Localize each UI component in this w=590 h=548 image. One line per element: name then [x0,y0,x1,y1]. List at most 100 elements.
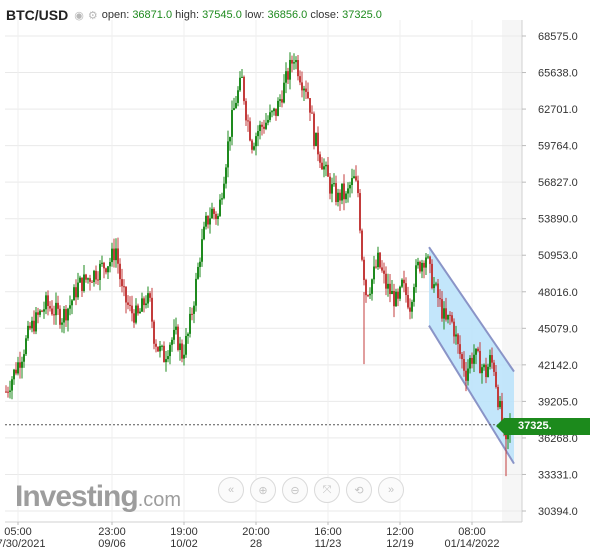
candle-body [365,279,367,296]
y-axis: 68575.0 65638.0 62701.0 59764.0 56827.0 53890… [522,31,578,518]
channel-upper-line [428,246,515,373]
candle-body [191,313,193,315]
zoom-out-icon[interactable]: ⊖ [282,477,308,503]
candle-body [443,308,445,319]
channel-lower-line [428,325,515,465]
candle [177,324,179,352]
candle-body [237,90,239,103]
candle-body [253,146,255,150]
candle [283,74,285,104]
candle-body [165,359,167,363]
candle [77,272,79,300]
candle [53,305,55,325]
candle [457,332,459,354]
candle [323,158,325,178]
candle [407,286,409,310]
candle [125,286,127,314]
candle [159,340,161,358]
candle-body [329,176,331,194]
candle [43,301,45,319]
candle [381,260,383,273]
candle [175,317,177,335]
candle-body [357,180,359,194]
candle [115,238,117,268]
candle [223,176,225,200]
candle-body [395,291,397,307]
candle-body [345,193,347,200]
candle-body [277,100,279,116]
candle [473,344,475,373]
candle [259,120,261,140]
candle [229,136,231,151]
candle [311,105,313,114]
candle-body [119,263,121,280]
candle-body [307,91,309,99]
candle-body [475,348,477,355]
candle [111,242,113,267]
candle-body [189,313,191,334]
candle [397,288,399,307]
candle [227,130,229,178]
candle-body [449,314,451,316]
candle-body [481,367,483,374]
candle [317,126,319,162]
candle-body [461,354,463,360]
zoom-in-icon[interactable]: ⊕ [250,477,276,503]
chevron-right-icon[interactable]: » [378,477,404,503]
candle [187,332,189,344]
candle [435,281,437,287]
candle-body [299,76,301,83]
candle-body [171,339,173,345]
candle-body [199,261,201,267]
candle [137,303,139,316]
candle-body [91,281,93,283]
candle [447,314,449,324]
candle-body [173,329,175,340]
candle-body [203,226,205,240]
candle-body [113,248,115,261]
y-tick-label: 30394.0 [538,506,578,518]
candle [181,339,183,363]
candle [379,251,381,269]
gear-icon[interactable]: ⚙ [87,9,98,22]
candle-body [337,192,339,203]
candle [99,260,101,291]
zoom-reset-icon[interactable]: ⟲ [346,477,372,503]
candle-body [153,321,155,344]
candle [267,115,269,126]
candle [9,380,11,399]
candle [11,376,13,400]
candle-body [263,126,265,129]
candle-body [351,178,353,185]
candle [217,213,219,226]
candle [185,328,187,358]
candle-body [93,270,95,283]
x-tick-date: 01/14/2022 [444,538,499,548]
eye-icon[interactable]: ◉ [74,9,84,22]
candle [307,82,309,100]
candle-body [169,344,171,357]
candle-body [179,343,181,350]
candle [285,62,287,94]
candle-body [499,400,501,408]
candle-body [9,390,11,392]
candle-body [195,278,197,306]
candle [15,362,17,376]
candle-body [295,60,297,63]
candle [173,319,175,345]
fit-icon[interactable]: ⤧ [314,477,340,503]
candle-body [431,263,433,289]
candle [91,279,93,283]
candle-body [49,306,51,309]
chevron-left-icon[interactable]: « [218,477,244,503]
candle [197,262,199,280]
candle [319,151,321,169]
candle-body [129,304,131,306]
candle-body [411,301,413,312]
current-price-badge: 37325. [496,418,590,435]
candle-body [297,60,299,77]
candle-body [27,325,29,339]
candle-body [401,279,403,287]
